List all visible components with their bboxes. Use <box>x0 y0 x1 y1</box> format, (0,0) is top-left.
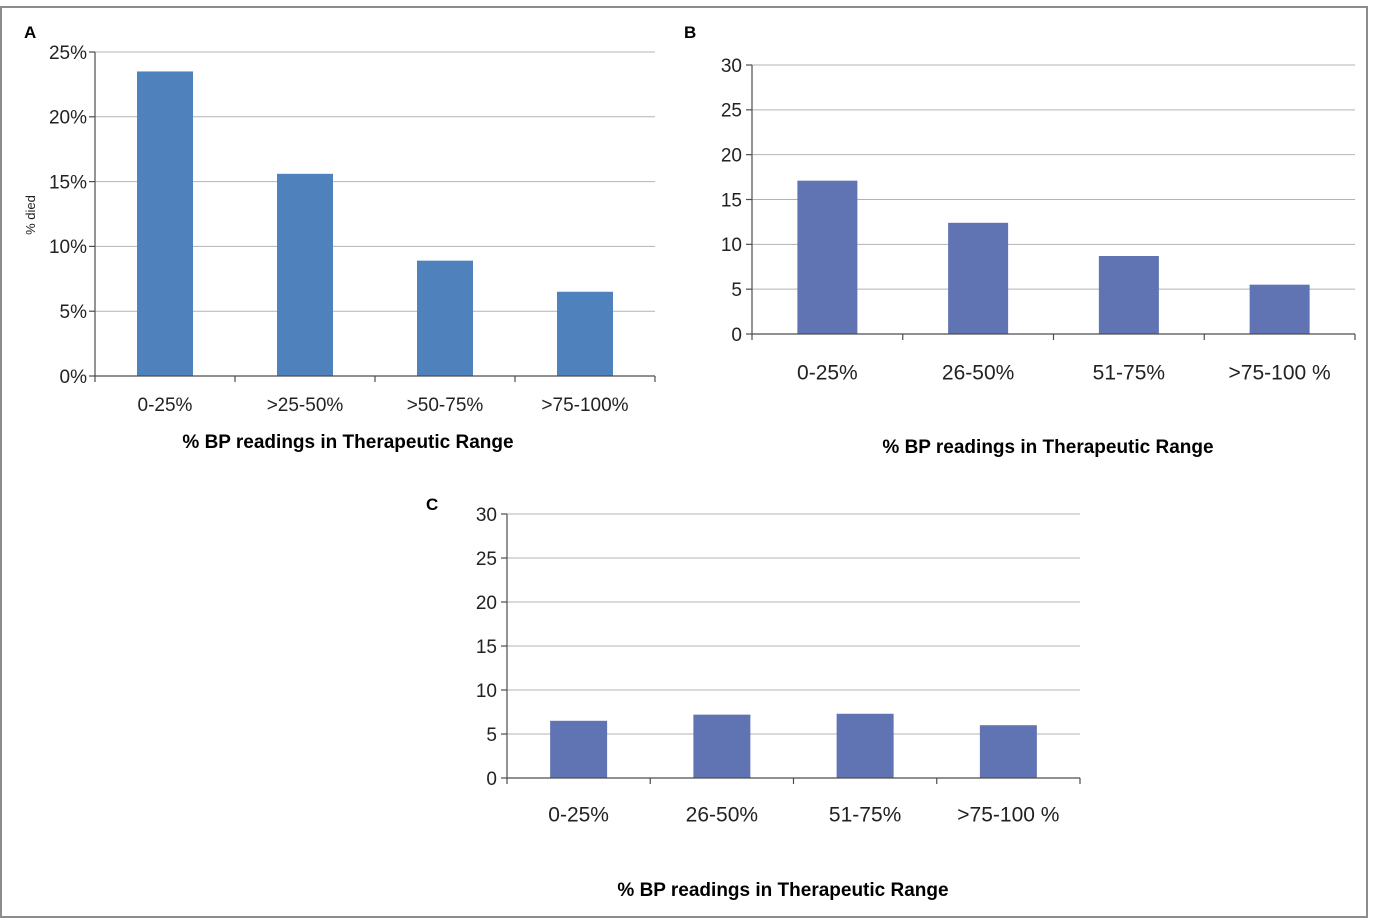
y-tick-label: 0% <box>60 367 88 388</box>
x-tick-label: 26-50% <box>942 362 1014 385</box>
bar <box>137 71 193 376</box>
x-tick-label: >50-75% <box>407 395 484 416</box>
x-tick-label: >25-50% <box>267 395 344 416</box>
y-tick-label: 15 <box>476 637 497 658</box>
y-tick-label: 10 <box>476 681 497 702</box>
y-tick-label: 5% <box>60 302 88 323</box>
bar <box>1249 284 1310 334</box>
y-tick-label: 0 <box>486 769 497 790</box>
bar <box>550 720 608 778</box>
y-tick-label: 20 <box>721 146 742 167</box>
x-tick-label: 0-25% <box>138 395 193 416</box>
y-tick-label: 0 <box>731 325 742 346</box>
bar <box>979 725 1037 778</box>
panel-letter-a: A <box>24 23 36 42</box>
bar <box>1098 255 1159 334</box>
y-tick-label: 30 <box>721 56 742 77</box>
y-axis-label: % died <box>23 195 38 235</box>
y-tick-label: 5 <box>486 725 497 746</box>
bar <box>417 260 473 376</box>
bar <box>797 180 858 334</box>
y-tick-label: 10 <box>721 235 742 256</box>
x-tick-label: 0-25% <box>797 362 858 385</box>
y-tick-label: 10% <box>49 237 87 258</box>
figure-frame <box>0 6 1368 918</box>
y-tick-label: 20 <box>476 593 497 614</box>
y-tick-label: 30 <box>476 505 497 526</box>
x-tick-label: >75-100 % <box>957 804 1059 827</box>
bar <box>836 713 894 778</box>
bar <box>948 222 1009 334</box>
panel-letter-c: C <box>426 495 438 514</box>
bar <box>277 173 333 376</box>
y-tick-label: 5 <box>731 280 742 301</box>
x-axis-label: % BP readings in Therapeutic Range <box>617 880 948 901</box>
y-tick-label: 25 <box>476 549 497 570</box>
bar <box>693 714 751 778</box>
x-axis-label: % BP readings in Therapeutic Range <box>182 432 513 453</box>
bar <box>557 291 613 376</box>
x-tick-label: 51-75% <box>1093 362 1165 385</box>
panel-letter-b: B <box>684 23 696 42</box>
x-tick-label: >75-100% <box>541 395 628 416</box>
y-tick-label: 15% <box>49 172 87 193</box>
x-tick-label: >75-100 % <box>1229 362 1331 385</box>
x-tick-label: 0-25% <box>548 804 609 827</box>
y-tick-label: 25 <box>721 101 742 122</box>
x-tick-label: 51-75% <box>829 804 901 827</box>
y-tick-label: 20% <box>49 108 87 129</box>
x-tick-label: 26-50% <box>686 804 758 827</box>
y-tick-label: 15 <box>721 190 742 211</box>
x-axis-label: % BP readings in Therapeutic Range <box>882 437 1213 458</box>
y-tick-label: 25% <box>49 43 87 64</box>
